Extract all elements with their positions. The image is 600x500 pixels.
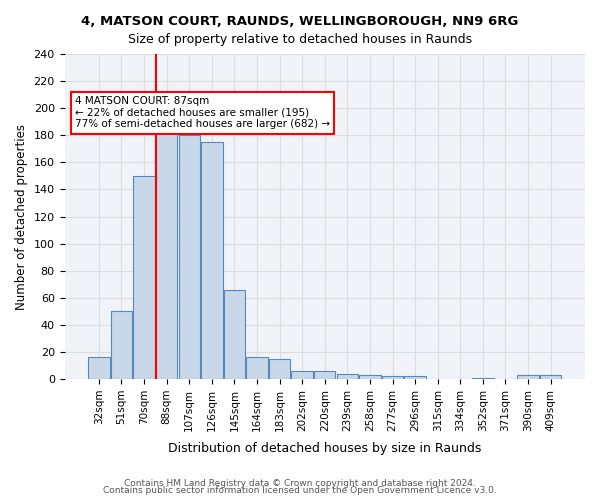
- Bar: [179, 136, 200, 379]
- Bar: [269, 358, 290, 379]
- Text: Contains public sector information licensed under the Open Government Licence v3: Contains public sector information licen…: [103, 486, 497, 495]
- Bar: [540, 375, 562, 379]
- Text: Size of property relative to detached houses in Raunds: Size of property relative to detached ho…: [128, 32, 472, 46]
- Bar: [111, 312, 132, 379]
- Bar: [133, 176, 155, 379]
- Bar: [156, 102, 178, 379]
- Bar: [314, 371, 335, 379]
- Bar: [472, 378, 494, 379]
- Text: Contains HM Land Registry data © Crown copyright and database right 2024.: Contains HM Land Registry data © Crown c…: [124, 478, 476, 488]
- X-axis label: Distribution of detached houses by size in Raunds: Distribution of detached houses by size …: [168, 442, 481, 455]
- Bar: [88, 358, 110, 379]
- Text: 4, MATSON COURT, RAUNDS, WELLINGBOROUGH, NN9 6RG: 4, MATSON COURT, RAUNDS, WELLINGBOROUGH,…: [82, 15, 518, 28]
- Bar: [382, 376, 403, 379]
- Bar: [404, 376, 426, 379]
- Text: 4 MATSON COURT: 87sqm
← 22% of detached houses are smaller (195)
77% of semi-det: 4 MATSON COURT: 87sqm ← 22% of detached …: [75, 96, 330, 130]
- Bar: [517, 375, 539, 379]
- Bar: [292, 371, 313, 379]
- Bar: [359, 375, 380, 379]
- Bar: [201, 142, 223, 379]
- Y-axis label: Number of detached properties: Number of detached properties: [15, 124, 28, 310]
- Bar: [246, 358, 268, 379]
- Bar: [337, 374, 358, 379]
- Bar: [224, 290, 245, 379]
